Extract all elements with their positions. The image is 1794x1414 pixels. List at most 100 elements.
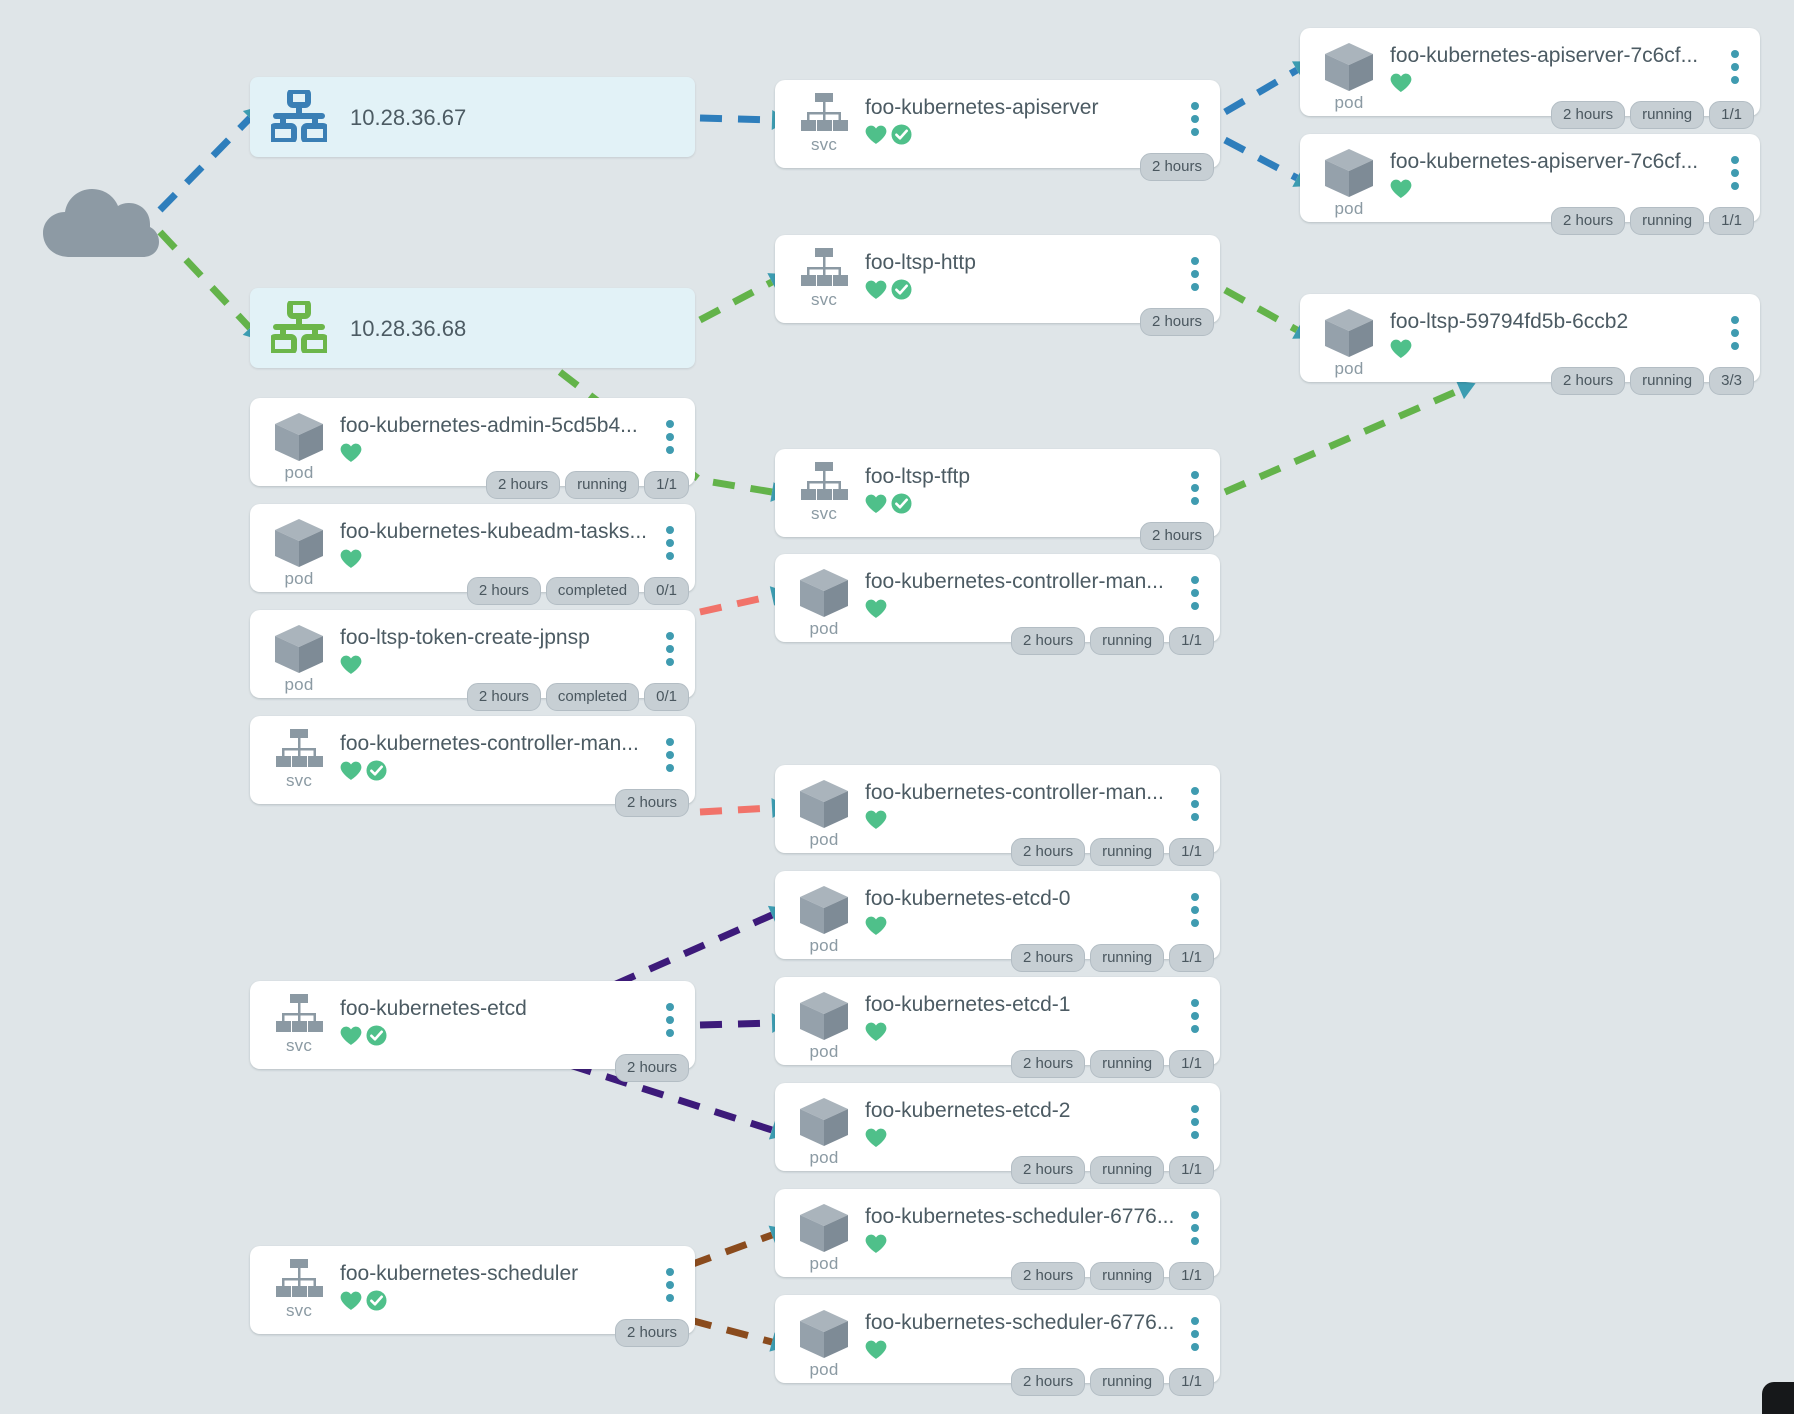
health-indicators bbox=[1390, 178, 1724, 200]
cloud-node bbox=[40, 185, 160, 268]
card-text: 10.28.36.68 bbox=[332, 298, 681, 342]
service-hierarchy-icon bbox=[801, 248, 848, 286]
status-badge: 2 hours bbox=[1551, 207, 1626, 235]
pod-node-card[interactable]: pod foo-kubernetes-admin-5cd5b4... 2 hou… bbox=[250, 398, 695, 499]
kebab-menu-icon[interactable] bbox=[1724, 144, 1746, 190]
kebab-menu-icon[interactable] bbox=[1184, 1305, 1206, 1351]
pod-node-card[interactable]: pod foo-kubernetes-etcd-2 2 hours running… bbox=[775, 1083, 1220, 1184]
card-body: pod foo-ltsp-59794fd5b-6ccb2 bbox=[1300, 294, 1760, 382]
kebab-menu-icon[interactable] bbox=[1184, 987, 1206, 1033]
kebab-menu-icon[interactable] bbox=[1184, 775, 1206, 821]
pod-node-card[interactable]: pod foo-kubernetes-scheduler-6776... 2 h… bbox=[775, 1295, 1220, 1396]
card-text: foo-kubernetes-scheduler-6776... bbox=[857, 1199, 1184, 1255]
pod-cube-icon bbox=[275, 625, 323, 673]
kind-label: pod bbox=[1334, 359, 1364, 378]
pod-node-card[interactable]: pod foo-ltsp-token-create-jpnsp 2 hours c… bbox=[250, 610, 695, 711]
service-node-card[interactable]: svc foo-kubernetes-etcd 2 hours bbox=[250, 981, 695, 1082]
kebab-menu-icon[interactable] bbox=[1184, 881, 1206, 927]
ip-node-card[interactable]: 10.28.36.68 bbox=[250, 288, 695, 368]
pod-node-card[interactable]: pod foo-kubernetes-etcd-0 2 hours running… bbox=[775, 871, 1220, 972]
pod-node-card[interactable]: pod foo-kubernetes-scheduler-6776... 2 h… bbox=[775, 1189, 1220, 1290]
status-badge: running bbox=[1090, 944, 1165, 972]
kebab-menu-icon[interactable] bbox=[1184, 245, 1206, 291]
service-hierarchy-icon bbox=[801, 462, 848, 500]
heart-health-icon bbox=[340, 761, 362, 780]
kebab-menu-icon[interactable] bbox=[1724, 38, 1746, 84]
kebab-menu-icon[interactable] bbox=[1184, 1199, 1206, 1245]
kebab-menu-icon[interactable] bbox=[1184, 90, 1206, 136]
card-text: foo-kubernetes-controller-man... bbox=[857, 564, 1184, 620]
card-text: foo-kubernetes-apiserver-7c6cf... bbox=[1382, 144, 1724, 200]
badge-group: 2 hours running 3/3 bbox=[1551, 367, 1754, 395]
badge-group: 2 hours running 1/1 bbox=[1551, 101, 1754, 129]
kind-label: pod bbox=[809, 1042, 839, 1061]
card-text: foo-kubernetes-scheduler-6776... bbox=[857, 1305, 1184, 1361]
edge-svc-ctrl-mgr-to-pod-ctrl-mgr-bottom bbox=[699, 804, 773, 816]
pod-node-card[interactable]: pod foo-kubernetes-controller-man... 2 h… bbox=[775, 765, 1220, 866]
kebab-menu-icon[interactable] bbox=[1184, 459, 1206, 505]
pod-cube-icon bbox=[800, 1204, 848, 1252]
node-title: 10.28.36.68 bbox=[350, 316, 467, 341]
kebab-menu-icon[interactable] bbox=[659, 408, 681, 454]
service-node-card[interactable]: svc foo-kubernetes-controller-man... 2 h… bbox=[250, 716, 695, 817]
kind-label: pod bbox=[809, 1360, 839, 1379]
heart-health-icon bbox=[865, 494, 887, 513]
pod-node-card[interactable]: pod foo-kubernetes-kubeadm-tasks... 2 ho… bbox=[250, 504, 695, 605]
badge-group: 2 hours bbox=[614, 1054, 689, 1082]
service-node-card[interactable]: svc foo-kubernetes-scheduler 2 hours bbox=[250, 1246, 695, 1347]
corner-handle[interactable] bbox=[1762, 1382, 1794, 1414]
kebab-menu-icon[interactable] bbox=[1184, 564, 1206, 610]
status-badge: 1/1 bbox=[1169, 944, 1214, 972]
node-title: foo-ltsp-token-create-jpnsp bbox=[340, 626, 590, 649]
service-node-card[interactable]: svc foo-kubernetes-apiserver 2 hours bbox=[775, 80, 1220, 181]
heart-health-icon bbox=[865, 1340, 887, 1359]
kebab-menu-icon[interactable] bbox=[659, 620, 681, 666]
status-badge: 2 hours bbox=[466, 683, 541, 711]
status-badge: running bbox=[1630, 207, 1705, 235]
svc-icon-wrap: svc bbox=[791, 245, 857, 308]
kebab-menu-icon[interactable] bbox=[659, 1256, 681, 1302]
pod-cube-icon bbox=[275, 413, 323, 461]
check-circle-icon bbox=[891, 493, 912, 514]
kebab-menu-icon[interactable] bbox=[659, 514, 681, 560]
badge-group: 2 hours bbox=[614, 789, 689, 817]
svc-icon-wrap: svc bbox=[266, 1256, 332, 1319]
service-node-card[interactable]: svc foo-ltsp-tftp 2 hours bbox=[775, 449, 1220, 550]
badge-group: 2 hours bbox=[1139, 308, 1214, 336]
kebab-menu-icon[interactable] bbox=[659, 991, 681, 1037]
service-node-card[interactable]: svc foo-ltsp-http 2 hours bbox=[775, 235, 1220, 336]
edge-svc-scheduler-to-pod-scheduler-2 bbox=[689, 1316, 773, 1346]
edge-svc-ltsp-tftp-to-pod-ltsp bbox=[1223, 386, 1462, 496]
service-hierarchy-icon bbox=[801, 93, 848, 131]
health-indicators bbox=[340, 1025, 659, 1047]
health-indicators bbox=[865, 598, 1184, 620]
pod-icon-wrap: pod bbox=[791, 1093, 857, 1166]
kebab-menu-icon[interactable] bbox=[659, 726, 681, 772]
kebab-menu-icon[interactable] bbox=[1724, 304, 1746, 350]
status-badge: 2 hours bbox=[614, 1054, 689, 1082]
card-text: foo-kubernetes-scheduler bbox=[332, 1256, 659, 1312]
card-text: foo-kubernetes-kubeadm-tasks... bbox=[332, 514, 659, 570]
svc-icon-wrap: svc bbox=[791, 90, 857, 153]
node-title: foo-kubernetes-controller-man... bbox=[865, 781, 1164, 804]
status-badge: completed bbox=[545, 683, 640, 711]
pod-node-card[interactable]: pod foo-ltsp-59794fd5b-6ccb2 2 hours runn… bbox=[1300, 294, 1760, 395]
heart-health-icon bbox=[1390, 73, 1412, 92]
node-title: foo-kubernetes-etcd bbox=[340, 997, 527, 1020]
check-circle-icon bbox=[366, 760, 387, 781]
pod-node-card[interactable]: pod foo-kubernetes-etcd-1 2 hours running… bbox=[775, 977, 1220, 1078]
kind-label: svc bbox=[285, 1301, 313, 1320]
node-title: foo-kubernetes-scheduler bbox=[340, 1262, 579, 1285]
pod-node-card[interactable]: pod foo-kubernetes-controller-man... 2 h… bbox=[775, 554, 1220, 655]
pod-node-card[interactable]: pod foo-kubernetes-apiserver-7c6cf... 2 … bbox=[1300, 134, 1760, 235]
status-badge: 1/1 bbox=[1709, 207, 1754, 235]
ip-node-card[interactable]: 10.28.36.67 bbox=[250, 77, 695, 157]
card-text: foo-kubernetes-admin-5cd5b4... bbox=[332, 408, 659, 464]
pod-node-card[interactable]: pod foo-kubernetes-apiserver-7c6cf... 2 … bbox=[1300, 28, 1760, 129]
pod-cube-icon bbox=[800, 992, 848, 1040]
kebab-menu-icon[interactable] bbox=[1184, 1093, 1206, 1139]
check-circle-icon bbox=[891, 124, 912, 145]
card-text: foo-kubernetes-apiserver bbox=[857, 90, 1184, 146]
node-title: foo-kubernetes-etcd-1 bbox=[865, 993, 1071, 1016]
health-indicators bbox=[340, 548, 659, 570]
